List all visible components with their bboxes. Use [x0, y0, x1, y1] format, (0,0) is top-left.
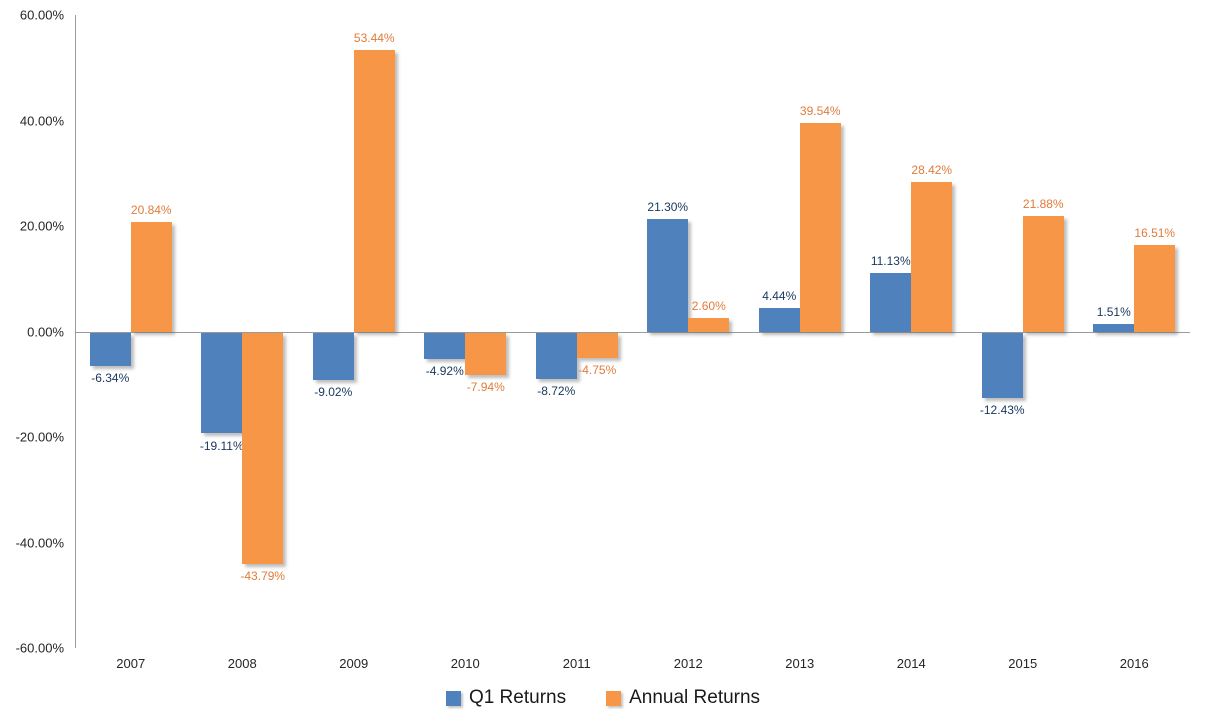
x-axis-category-label: 2015 — [1008, 656, 1038, 671]
data-label: -8.72% — [537, 383, 576, 398]
bar-annual-returns-2007 — [130, 221, 172, 332]
bar-q1-returns-2009 — [312, 332, 354, 381]
data-label: 1.51% — [1096, 304, 1131, 319]
data-label: 21.88% — [1022, 197, 1064, 212]
data-label: 28.42% — [911, 162, 953, 177]
bar-annual-returns-2011 — [576, 332, 618, 358]
legend: Q1 Returns Annual Returns — [0, 684, 1206, 712]
data-label: -6.34% — [91, 371, 130, 386]
x-axis-category-label: 2011 — [562, 656, 591, 671]
y-axis-tick-label: 60.00% — [19, 7, 64, 23]
x-axis-category-label: 2008 — [227, 656, 257, 671]
data-label: 16.51% — [1134, 225, 1176, 240]
bar-annual-returns-2014 — [911, 181, 953, 332]
data-label: -7.94% — [466, 379, 505, 394]
legend-label: Q1 Returns — [468, 687, 567, 708]
x-axis-category-label: 2007 — [116, 656, 146, 671]
y-axis-tick-label: 20.00% — [19, 218, 64, 234]
bar-q1-returns-2012 — [647, 219, 689, 332]
x-axis-category-label: 2012 — [673, 656, 703, 671]
bar-annual-returns-2012 — [688, 317, 730, 332]
legend-item-q1-returns: Q1 Returns — [445, 687, 567, 709]
bar-annual-returns-2008 — [242, 332, 284, 564]
bar-q1-returns-2010 — [424, 332, 466, 359]
bar-q1-returns-2008 — [201, 332, 243, 434]
bar-q1-returns-2016 — [1093, 323, 1135, 332]
data-label: -4.75% — [578, 362, 617, 377]
y-axis-line — [75, 15, 76, 648]
bar-annual-returns-2010 — [465, 332, 507, 375]
bar-q1-returns-2011 — [535, 332, 577, 379]
zero-baseline — [75, 331, 1190, 333]
x-axis-category-label: 2016 — [1119, 656, 1149, 671]
x-axis-category-label: 2009 — [339, 656, 369, 671]
data-label: 4.44% — [762, 289, 797, 304]
x-axis-category-label: 2014 — [896, 656, 926, 671]
data-label: 21.30% — [647, 200, 689, 215]
bar-q1-returns-2015 — [981, 332, 1023, 399]
bar-q1-returns-2007 — [89, 332, 131, 367]
legend-label: Annual Returns — [629, 687, 761, 708]
x-axis-category-label: 2013 — [785, 656, 815, 671]
x-axis-category-label: 2010 — [450, 656, 480, 671]
y-axis-tick-label: -20.00% — [15, 429, 64, 445]
y-axis-tick-label: -60.00% — [15, 640, 64, 656]
data-label: 2.60% — [691, 298, 726, 313]
data-label: -43.79% — [240, 568, 286, 583]
bar-annual-returns-2016 — [1134, 244, 1176, 332]
bar-q1-returns-2014 — [870, 272, 912, 332]
data-label: 20.84% — [130, 202, 172, 217]
y-axis-tick-label: -40.00% — [15, 535, 64, 551]
bar-annual-returns-2013 — [799, 123, 841, 332]
y-axis-tick-label: 0.00% — [27, 324, 64, 340]
y-axis-tick-label: 40.00% — [19, 113, 64, 129]
legend-swatch-icon — [606, 690, 622, 706]
bar-annual-returns-2015 — [1022, 216, 1064, 332]
data-label: -12.43% — [979, 403, 1025, 418]
data-label: -9.02% — [314, 385, 353, 400]
data-label: -4.92% — [425, 363, 464, 378]
legend-swatch-icon — [445, 690, 461, 706]
data-label: 39.54% — [799, 104, 841, 119]
data-label: 11.13% — [870, 253, 911, 268]
data-label: -19.11% — [199, 438, 244, 453]
bar-annual-returns-2009 — [353, 49, 395, 332]
legend-item-annual-returns: Annual Returns — [606, 687, 760, 709]
bar-q1-returns-2013 — [758, 308, 800, 332]
data-label: 53.44% — [353, 30, 395, 45]
